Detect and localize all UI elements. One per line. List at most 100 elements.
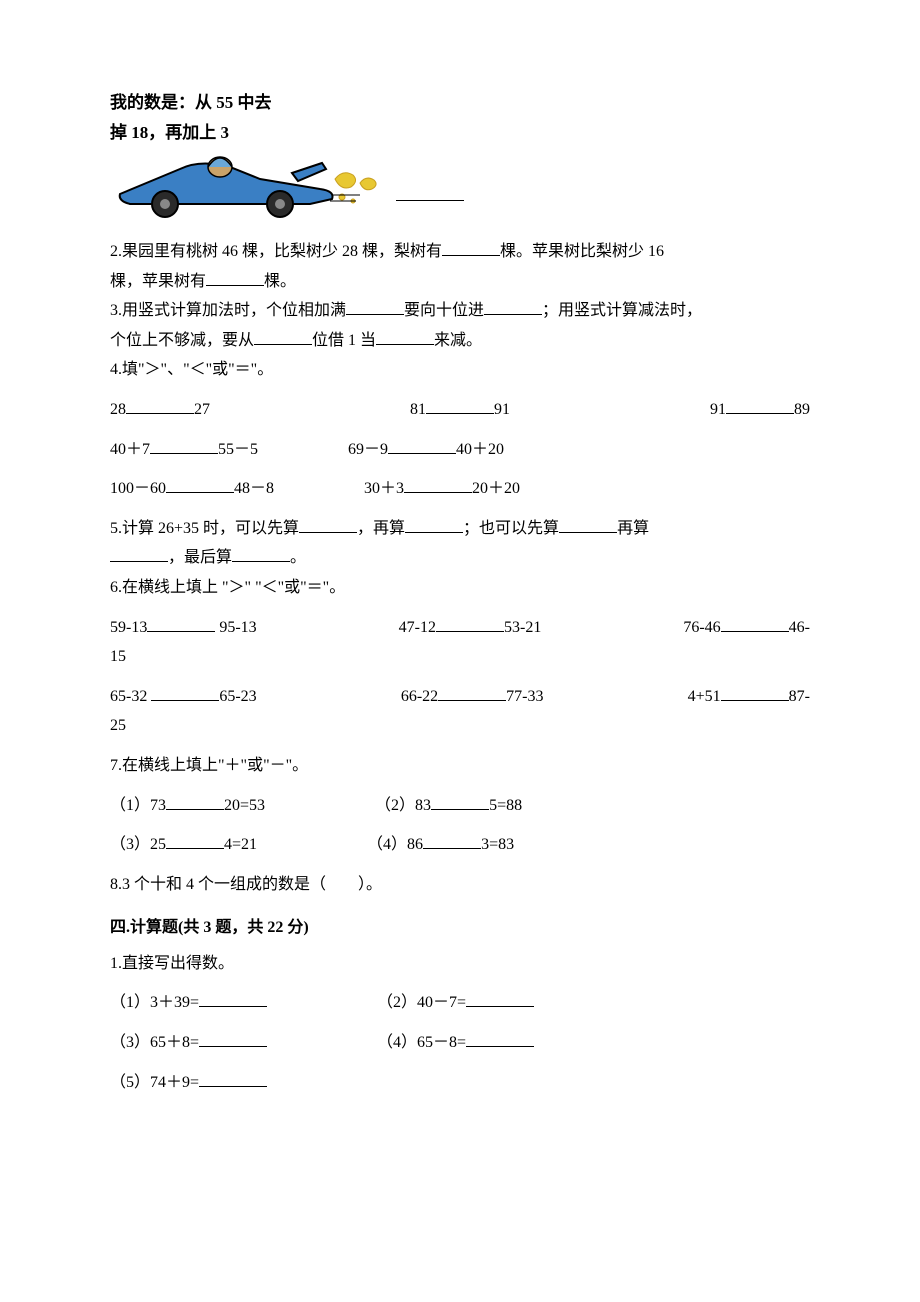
- q6-r2-2l: 4+51: [688, 688, 721, 705]
- q4-r3-b: 48－8: [234, 480, 274, 497]
- s4-blank3[interactable]: [466, 1030, 534, 1047]
- q6-row1-tail: 15: [110, 644, 810, 670]
- q7-blank0[interactable]: [166, 793, 224, 810]
- q7-i1-l: （2）83: [375, 797, 431, 814]
- q7-blank2[interactable]: [166, 832, 224, 849]
- car-text-line1: 我的数是：从 55 中去: [110, 90, 810, 116]
- q2-blank-2[interactable]: [206, 269, 264, 286]
- q4-r1-blank3[interactable]: [726, 397, 794, 414]
- q7-i0-r: 20=53: [224, 797, 265, 814]
- section4-q1-title: 1.直接写出得数。: [110, 951, 810, 977]
- question-3: 3.用竖式计算加法时，个位相加满 要向十位进 ；用竖式计算减法时，: [110, 298, 810, 324]
- q3-e: 位借 1 当: [312, 332, 376, 349]
- q6-r2-1r: 77-33: [506, 688, 543, 705]
- car-text-line2: 掉 18，再加上 3: [110, 120, 810, 146]
- q3-a: 3.用竖式计算加法时，个位相加满: [110, 302, 346, 319]
- q4-r3-blank1[interactable]: [166, 476, 234, 493]
- q4-r3-blank2[interactable]: [404, 476, 472, 493]
- question-6-title: 6.在横线上填上 "＞" "＜"或"＝"。: [110, 575, 810, 601]
- q4-row2: 40＋755－5 69－940＋20: [110, 437, 810, 463]
- s4-i4: （5）74＋9=: [110, 1074, 199, 1091]
- s4-i0: （1）3＋39=: [110, 994, 199, 1011]
- q4-r1-c: 81: [410, 401, 426, 418]
- q6-r2-2r: 87-: [789, 688, 810, 705]
- question-5: 5.计算 26+35 时，可以先算，再算；也可以先算再算: [110, 516, 810, 542]
- s4-i1: （2）40－7=: [377, 994, 466, 1011]
- q4-r2-blank1[interactable]: [150, 437, 218, 454]
- q6-row1: 59-13 95-13 47-1253-21 76-4646-: [110, 615, 810, 641]
- q4-r2-c: 69－9: [348, 441, 388, 458]
- q6-r1-blank1[interactable]: [436, 615, 504, 632]
- q5-f: 。: [290, 549, 306, 566]
- q7-i0-l: （1）73: [110, 797, 166, 814]
- q6-row2-tail: 25: [110, 713, 810, 739]
- q6-r2-0r: 65-23: [219, 688, 256, 705]
- q4-r2-b: 55－5: [218, 441, 258, 458]
- s4-blank0[interactable]: [199, 990, 267, 1007]
- q2-b: 棵。苹果树比梨树少 16: [500, 243, 664, 260]
- q7-i1-r: 5=88: [489, 797, 522, 814]
- q4-r1-blank2[interactable]: [426, 397, 494, 414]
- q4-r2-blank2[interactable]: [388, 437, 456, 454]
- q6-r1-1l: 47-12: [399, 619, 436, 636]
- q5-blank1[interactable]: [299, 516, 357, 533]
- car-answer-blank[interactable]: [396, 184, 464, 201]
- car-row: [110, 149, 810, 219]
- q4-r1-blank1[interactable]: [126, 397, 194, 414]
- q6-r1-blank0[interactable]: [147, 615, 215, 632]
- q3-blank-3[interactable]: [254, 328, 312, 345]
- q2-c: 棵，苹果树有: [110, 273, 206, 290]
- s4-row2: （3）65＋8= （4）65－8=: [110, 1030, 810, 1056]
- q6-r2-1l: 66-22: [401, 688, 438, 705]
- q3-d: 个位上不够减，要从: [110, 332, 254, 349]
- q5-blank3[interactable]: [559, 516, 617, 533]
- q7-blank1[interactable]: [431, 793, 489, 810]
- q3-blank-2[interactable]: [484, 298, 542, 315]
- q3-blank-4[interactable]: [376, 328, 434, 345]
- q6-r1-0r: 95-13: [215, 619, 256, 636]
- question-7-title: 7.在横线上填上"＋"或"－"。: [110, 753, 810, 779]
- section-4-title: 四.计算题(共 3 题，共 22 分): [110, 915, 810, 941]
- q6-r1-2r: 46-: [789, 619, 810, 636]
- q2-blank-1[interactable]: [442, 239, 500, 256]
- q3-b: 要向十位进: [404, 302, 484, 319]
- q3-c: ；用竖式计算减法时，: [542, 302, 702, 319]
- q3-blank-1[interactable]: [346, 298, 404, 315]
- s4-blank4[interactable]: [199, 1070, 267, 1087]
- q5-e: ，最后算: [168, 549, 232, 566]
- q4-r1-f: 89: [794, 401, 810, 418]
- q4-r1-e: 91: [710, 401, 726, 418]
- q4-r1-d: 91: [494, 401, 510, 418]
- q4-row1: 28 27 81 91 91 89: [110, 397, 810, 423]
- page: 我的数是：从 55 中去 掉 18，再加上 3: [0, 0, 920, 1302]
- q7-i2-r: 4=21: [224, 836, 257, 853]
- q7-blank3[interactable]: [423, 832, 481, 849]
- q5-blank4[interactable]: [110, 545, 168, 562]
- q6-r1-2l: 76-46: [683, 619, 720, 636]
- q4-r1-a: 28: [110, 401, 126, 418]
- s4-blank1[interactable]: [466, 990, 534, 1007]
- q3-f: 来减。: [434, 332, 482, 349]
- q6-r2-0l: 65-32: [110, 688, 151, 705]
- q5-blank2[interactable]: [405, 516, 463, 533]
- q2-d: 棵。: [264, 273, 296, 290]
- q4-r1-b: 27: [194, 401, 210, 418]
- q6-r2-blank0[interactable]: [151, 684, 219, 701]
- q6-row2: 65-32 65-23 66-22 77-33 4+51 87-: [110, 684, 810, 710]
- question-2-line2: 棵，苹果树有 棵。: [110, 269, 810, 295]
- q4-r2-a: 40＋7: [110, 441, 150, 458]
- question-5-line2: ，最后算 。: [110, 545, 810, 571]
- q5-c: ；也可以先算: [463, 520, 559, 537]
- q6-r1-blank2[interactable]: [721, 615, 789, 632]
- question-3-line2: 个位上不够减，要从 位借 1 当 来减。: [110, 328, 810, 354]
- q7-i3-l: （4）86: [367, 836, 423, 853]
- question-2: 2.果园里有桃树 46 棵，比梨树少 28 棵，梨树有棵。苹果树比梨树少 16: [110, 239, 810, 265]
- q7-i3-r: 3=83: [481, 836, 514, 853]
- q5-blank5[interactable]: [232, 545, 290, 562]
- q6-r2-blank2[interactable]: [721, 684, 789, 701]
- s4-blank2[interactable]: [199, 1030, 267, 1047]
- race-car-icon: [110, 149, 390, 219]
- q5-d: 再算: [617, 520, 649, 537]
- q4-r3-c: 30＋3: [364, 480, 404, 497]
- q6-r2-blank1[interactable]: [438, 684, 506, 701]
